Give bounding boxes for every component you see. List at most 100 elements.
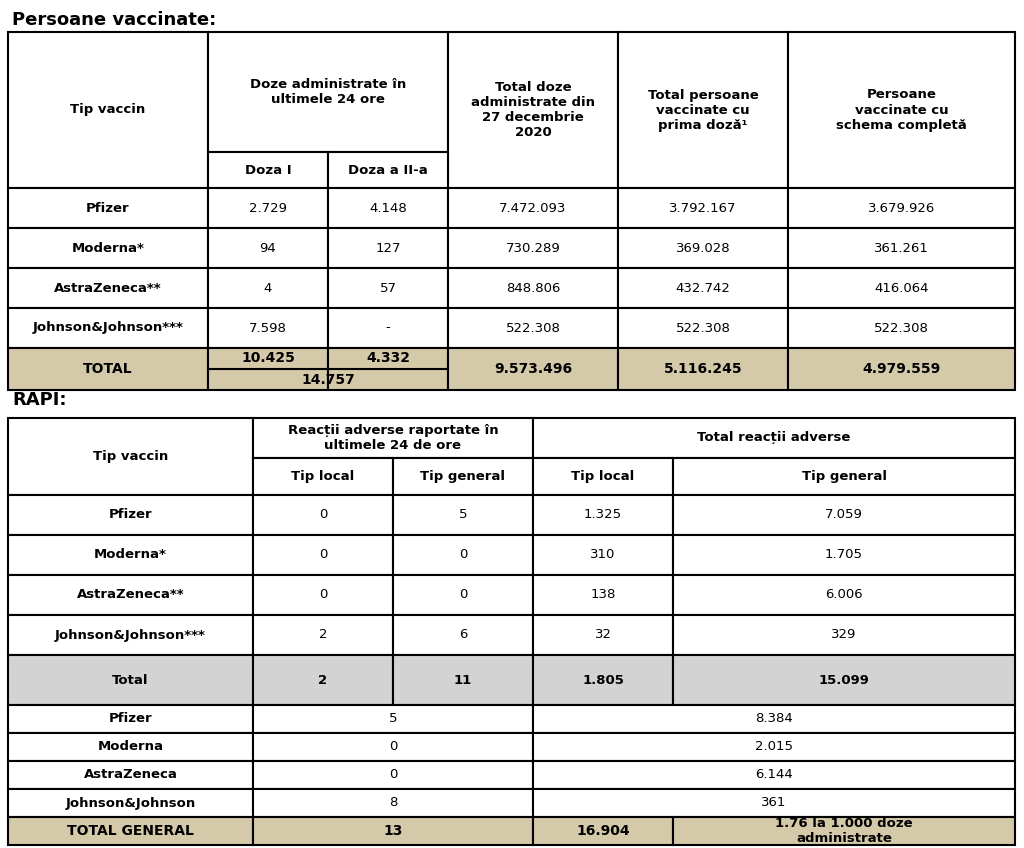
Bar (618, 268, 788, 308)
Bar (8, 655, 253, 705)
Text: Moderna*: Moderna* (72, 242, 144, 254)
Text: 329: 329 (831, 628, 857, 641)
Text: Pfizer: Pfizer (109, 712, 153, 726)
Bar (208, 268, 328, 308)
Bar (673, 615, 1015, 655)
Bar (253, 705, 534, 733)
Bar (253, 655, 393, 705)
Text: 32: 32 (595, 628, 611, 641)
Bar (673, 535, 1015, 575)
Text: 11: 11 (454, 673, 472, 687)
Bar (788, 32, 1015, 188)
Bar (8, 188, 208, 228)
Bar (534, 761, 1015, 789)
Text: 310: 310 (590, 549, 615, 561)
Text: 730.289: 730.289 (506, 242, 560, 254)
Bar (8, 348, 208, 390)
Text: 7.472.093: 7.472.093 (500, 202, 566, 215)
Text: Doze administrate în
ultimele 24 ore: Doze administrate în ultimele 24 ore (250, 78, 407, 106)
Text: Johnson&Johnson***: Johnson&Johnson*** (33, 321, 183, 334)
Bar (208, 188, 328, 228)
Bar (534, 495, 673, 535)
Text: Total: Total (113, 673, 148, 687)
Text: 4.148: 4.148 (369, 202, 407, 215)
Bar (673, 655, 1015, 705)
Bar (253, 789, 534, 817)
Bar (393, 495, 534, 535)
Text: Moderna*: Moderna* (94, 549, 167, 561)
Bar (534, 733, 1015, 761)
Bar (328, 152, 449, 188)
Bar (788, 348, 1015, 390)
Text: TOTAL GENERAL: TOTAL GENERAL (67, 824, 194, 838)
Bar (328, 268, 449, 308)
Bar (253, 817, 534, 845)
Bar (208, 308, 328, 348)
Bar (788, 308, 1015, 348)
Text: 15.099: 15.099 (818, 673, 869, 687)
Bar (534, 575, 673, 615)
Text: 1.705: 1.705 (825, 549, 863, 561)
Bar (8, 789, 253, 817)
Bar (8, 228, 208, 268)
Text: Pfizer: Pfizer (109, 509, 153, 522)
Text: 94: 94 (260, 242, 276, 254)
Text: 6: 6 (459, 628, 467, 641)
Bar (449, 308, 618, 348)
Bar (253, 733, 534, 761)
Bar (253, 495, 393, 535)
Bar (253, 535, 393, 575)
Text: 0: 0 (318, 549, 328, 561)
Bar (618, 32, 788, 188)
Bar (8, 575, 253, 615)
Bar (788, 188, 1015, 228)
Bar (208, 228, 328, 268)
Text: 522.308: 522.308 (676, 321, 730, 334)
Text: 369.028: 369.028 (676, 242, 730, 254)
Text: Persoane
vaccinate cu
schema completă: Persoane vaccinate cu schema completă (837, 88, 967, 131)
Bar (8, 761, 253, 789)
Bar (208, 152, 328, 188)
Bar (618, 228, 788, 268)
Text: AstraZeneca: AstraZeneca (84, 768, 177, 782)
Text: 9.573.496: 9.573.496 (494, 362, 572, 376)
Bar (534, 789, 1015, 817)
Text: 127: 127 (375, 242, 400, 254)
Bar (534, 655, 673, 705)
Bar (534, 535, 673, 575)
Bar (8, 705, 253, 733)
Text: Doza a II-a: Doza a II-a (348, 164, 428, 176)
Bar (673, 817, 1015, 845)
Text: 13: 13 (383, 824, 402, 838)
Text: 7.059: 7.059 (825, 509, 863, 522)
Text: 5: 5 (389, 712, 397, 726)
Bar (449, 268, 618, 308)
Bar (8, 615, 253, 655)
Text: 522.308: 522.308 (506, 321, 560, 334)
Bar (449, 228, 618, 268)
Bar (8, 733, 253, 761)
Text: 522.308: 522.308 (874, 321, 929, 334)
Text: 8.384: 8.384 (755, 712, 793, 726)
Text: AstraZeneca**: AstraZeneca** (54, 282, 162, 294)
Bar (673, 575, 1015, 615)
Text: Tip general: Tip general (421, 470, 506, 483)
Text: TOTAL: TOTAL (83, 362, 133, 376)
Bar (393, 655, 534, 705)
Bar (8, 268, 208, 308)
Text: 8: 8 (389, 796, 397, 810)
Bar (8, 535, 253, 575)
Bar (788, 228, 1015, 268)
Bar (393, 615, 534, 655)
Bar (534, 615, 673, 655)
Text: 1.76 la 1.000 doze
administrate: 1.76 la 1.000 doze administrate (775, 817, 912, 845)
Bar (208, 32, 449, 152)
Bar (253, 575, 393, 615)
Text: 4.332: 4.332 (366, 352, 410, 365)
Bar (328, 228, 449, 268)
Text: 0: 0 (318, 509, 328, 522)
Text: Tip vaccin: Tip vaccin (71, 103, 145, 116)
Text: 1.325: 1.325 (584, 509, 622, 522)
Text: Tip local: Tip local (571, 470, 635, 483)
Text: AstraZeneca**: AstraZeneca** (77, 589, 184, 601)
